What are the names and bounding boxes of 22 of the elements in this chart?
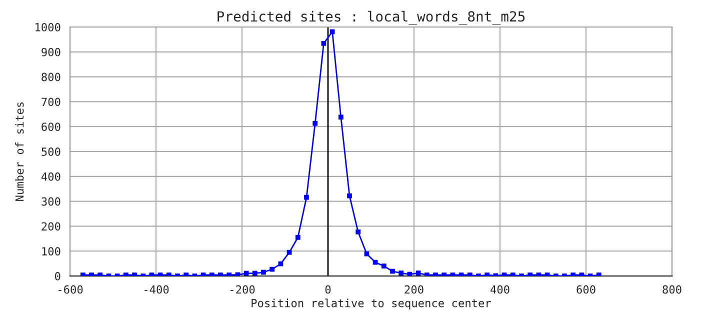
y-tick-label: 200 (42, 222, 60, 231)
x-tick-label: 800 (662, 285, 682, 294)
x-tick-label: -600 (58, 285, 83, 294)
y-tick-label: 500 (42, 148, 60, 156)
x-axis-title: Position relative to sequence center (252, 298, 491, 310)
x-tick-label: 600 (576, 285, 596, 294)
y-tick-label: 100 (42, 247, 60, 256)
x-tick-label: -400 (144, 285, 169, 294)
y-tick-label: 300 (42, 197, 60, 206)
y-tick-label: 800 (42, 72, 60, 82)
y-axis-title: Number of sites (15, 102, 24, 201)
x-tick-label: -200 (230, 285, 255, 294)
x-tick-label: 400 (490, 285, 510, 294)
y-tick-label: 700 (42, 98, 60, 106)
y-tick-label: 900 (42, 48, 60, 56)
y-tick-label: 400 (41, 172, 60, 181)
x-tick-label: 200 (404, 285, 424, 294)
x-tick-label: 0 (325, 285, 331, 294)
y-tick-label: 1000 (36, 23, 60, 32)
chart-title: Predicted sites : local_words_8nt_m25 (218, 10, 525, 25)
y-tick-label: 600 (42, 122, 60, 132)
y-tick-label: 0 (55, 272, 60, 280)
